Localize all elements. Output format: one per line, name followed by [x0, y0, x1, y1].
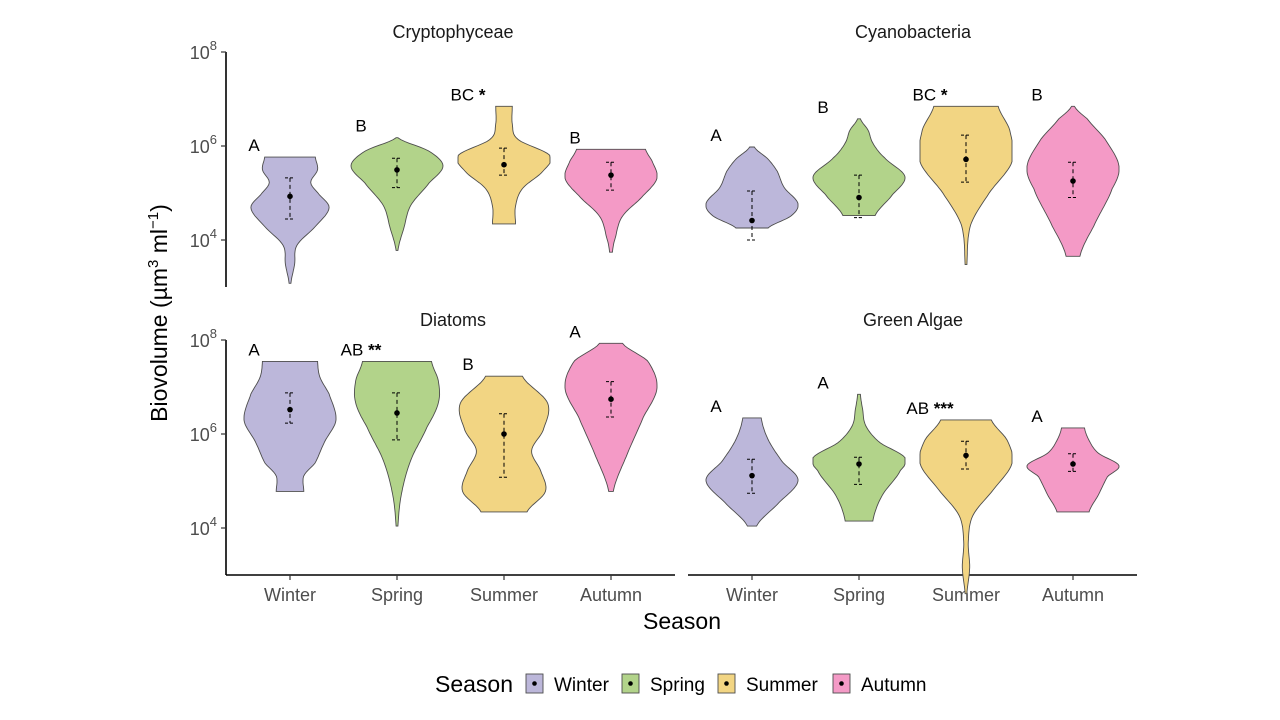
mean-point [287, 406, 293, 413]
violin-group: A [564, 322, 658, 492]
violin-group: B [564, 128, 658, 253]
mean-point [608, 172, 614, 178]
panel-green-algae: Green Algae A A AB *** A [705, 310, 1120, 595]
mean-point [749, 472, 755, 479]
legend-label: Summer [746, 675, 818, 696]
significance-label: BC * [913, 85, 948, 104]
legend-title: Season [435, 671, 513, 697]
violin-spring [353, 360, 441, 527]
violin-winter [705, 146, 799, 229]
panel-cyanobacteria: Cyanobacteria A B BC * B [705, 22, 1120, 266]
mean-point [856, 461, 862, 467]
violin-group: BC * [913, 85, 1013, 266]
significance-label: AB *** [906, 399, 954, 418]
panel-title: Cryptophyceae [392, 22, 513, 42]
x-tick-label: Autumn [1042, 585, 1104, 605]
significance-label: AB ** [341, 340, 382, 359]
mean-point [394, 167, 400, 173]
violin-group: AB *** [906, 399, 1013, 595]
panel-title: Cyanobacteria [855, 22, 972, 42]
legend-label: Autumn [861, 675, 926, 696]
legend-key-point [839, 681, 844, 686]
mean-point [287, 193, 293, 200]
violin-winter [243, 360, 337, 492]
mean-point [501, 161, 507, 168]
legend-label: Spring [650, 675, 705, 696]
y-tick-label: 104 [190, 514, 217, 539]
violin-group: A [248, 136, 330, 284]
violin-group: A [1026, 407, 1120, 513]
legend-key-point [532, 681, 537, 686]
legend-key-point [628, 681, 633, 686]
panel-diatoms: Diatoms A AB ** B A [243, 310, 658, 527]
violin-group: A [243, 340, 337, 492]
violin-spring [812, 118, 906, 217]
significance-label: A [248, 340, 260, 359]
x-tick-label: Autumn [580, 585, 642, 605]
mean-point [394, 410, 400, 416]
significance-label: A [710, 397, 722, 416]
significance-label: B [817, 98, 828, 117]
panel-title: Diatoms [420, 310, 486, 330]
violin-group: AB ** [341, 340, 441, 527]
legend-label: Winter [554, 675, 610, 696]
violin-winter [250, 156, 330, 284]
mean-point [1070, 461, 1076, 467]
mean-point [1070, 178, 1076, 184]
significance-label: A [710, 126, 722, 145]
mean-point [963, 452, 969, 459]
y-axis-title: Biovolume (µm3 ml−1) [145, 204, 172, 422]
significance-label: B [1031, 85, 1042, 104]
significance-label: A [248, 136, 260, 155]
significance-label: A [569, 322, 581, 341]
significance-label: A [1031, 407, 1043, 426]
mean-point [749, 217, 755, 224]
significance-label: B [355, 117, 366, 136]
panel-cryptophyceae: Cryptophyceae A B BC * B [248, 22, 658, 284]
mean-point [501, 431, 507, 437]
violin-group: B [1026, 85, 1120, 257]
significance-label: B [569, 128, 580, 147]
violin-spring [350, 137, 444, 251]
violin-group: B [350, 117, 444, 251]
y-tick-label: 104 [190, 226, 217, 251]
x-tick-label: Winter [264, 585, 316, 605]
violin-winter [705, 417, 799, 527]
legend: Season Winter Spring Summer Autumn [435, 671, 926, 697]
mean-point [963, 156, 969, 163]
x-tick-label: Spring [833, 585, 885, 605]
significance-label: A [817, 373, 829, 392]
y-tick-label: 106 [190, 132, 217, 157]
violin-group: BC * [451, 85, 551, 225]
y-tick-label: 106 [190, 420, 217, 445]
violin-group: A [705, 397, 799, 527]
significance-label: BC * [451, 85, 486, 104]
panel-title: Green Algae [863, 310, 963, 330]
violin-group: A [812, 373, 906, 522]
legend-key-point [724, 681, 729, 686]
x-tick-label: Summer [470, 585, 538, 605]
significance-label: B [462, 355, 473, 374]
y-tick-label: 108 [190, 326, 217, 351]
violin-group: A [705, 126, 799, 241]
violin-autumn [564, 148, 658, 253]
x-tick-label: Winter [726, 585, 778, 605]
violin-summer [919, 105, 1013, 266]
violin-summer [919, 419, 1013, 595]
mean-point [608, 396, 614, 403]
y-tick-label: 108 [190, 38, 217, 63]
x-axis-title: Season [643, 608, 721, 634]
x-tick-label: Summer [932, 585, 1000, 605]
mean-point [856, 194, 862, 201]
violin-group: B [458, 355, 550, 513]
violin-group: B [812, 98, 906, 219]
x-tick-label: Spring [371, 585, 423, 605]
